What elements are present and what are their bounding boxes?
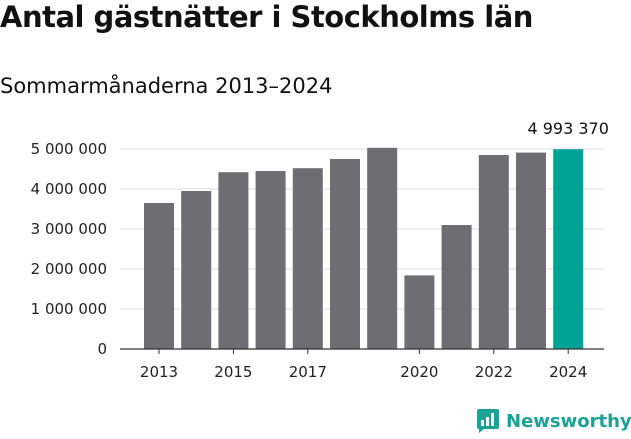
y-tick-label: 3 000 000 [31, 220, 107, 238]
x-tick-label: 2017 [289, 363, 327, 381]
bar [144, 203, 174, 349]
bar [404, 275, 435, 349]
x-tick-label: 2024 [549, 363, 587, 381]
bar [181, 191, 212, 349]
y-tick-label: 2 000 000 [31, 260, 107, 278]
bar [330, 159, 360, 349]
x-tick-label: 2020 [400, 363, 438, 381]
y-tick-label: 4 000 000 [31, 180, 107, 198]
bar [255, 171, 286, 349]
bar [516, 152, 546, 349]
y-tick-label: 5 000 000 [31, 140, 107, 158]
chart-subtitle: Sommarmånaderna 2013–2024 [0, 74, 333, 98]
newsworthy-logo: Newsworthy [476, 408, 631, 434]
bar [553, 149, 584, 349]
bar [292, 168, 323, 349]
bar-chart-speech-icon [477, 409, 499, 433]
chart-title: Antal gästnätter i Stockholms län [0, 0, 533, 34]
x-tick-label: 2022 [475, 363, 513, 381]
logo-text: Newsworthy [506, 410, 631, 432]
bar [441, 225, 472, 349]
y-tick-label: 0 [97, 340, 107, 358]
bar [367, 147, 398, 349]
x-tick-label: 2013 [140, 363, 178, 381]
x-tick-label: 2015 [214, 363, 252, 381]
bar-chart: 0 1 000 000 2 000 000 3 000 000 4 000 000 5 0… [31, 119, 609, 381]
bar [478, 155, 509, 349]
bar [218, 172, 249, 349]
highlight-data-label: 4 993 370 [527, 119, 608, 138]
y-tick-label: 1 000 000 [31, 300, 107, 318]
